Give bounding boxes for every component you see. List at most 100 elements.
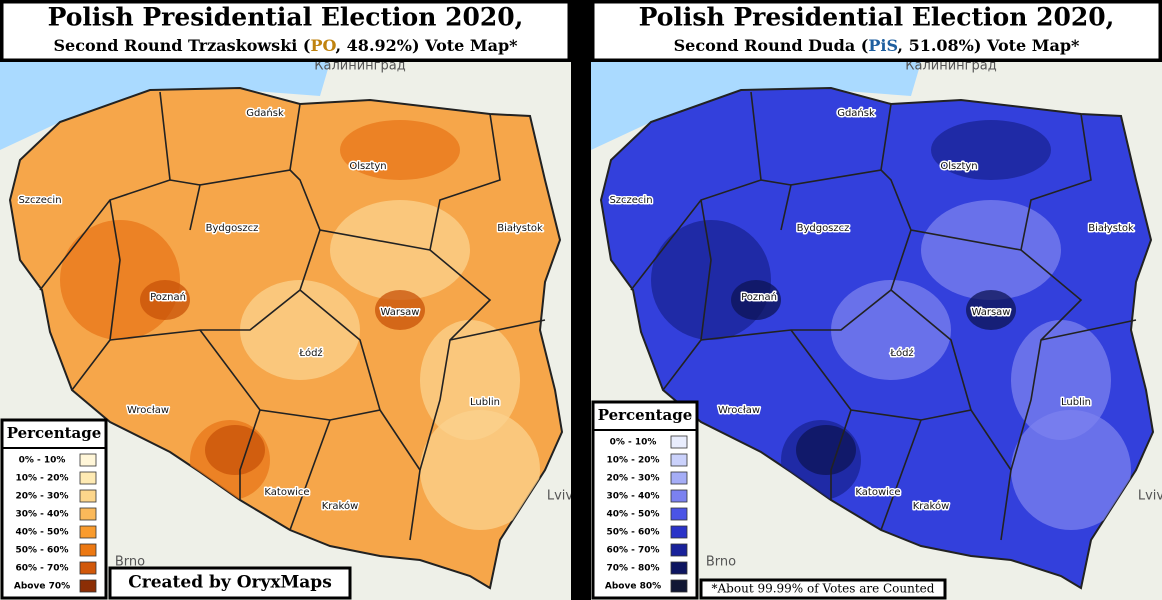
legend-label: 10% - 20%	[15, 474, 68, 484]
region-shade	[931, 120, 1051, 180]
legend-label: Above 70%	[14, 582, 70, 592]
voivodeship-border	[880, 419, 922, 531]
legend-title: Percentage	[598, 406, 693, 424]
region-shade	[340, 120, 460, 180]
legend-label: 0% - 10%	[19, 456, 66, 466]
voivodeship-border	[1040, 319, 1137, 341]
voivodeship-border	[71, 199, 121, 391]
subtitle-before: Second Round Trzaskowski (	[53, 36, 310, 55]
region-shade	[1011, 320, 1111, 440]
legend-swatch	[670, 579, 688, 593]
voivodeship-border	[790, 289, 973, 421]
city-label: Katowice	[855, 487, 900, 498]
legend-label: Above 80%	[605, 582, 661, 592]
city-label: Kraków	[913, 500, 950, 512]
voivodeship-border	[169, 179, 201, 186]
legend-label: 20% - 30%	[606, 474, 659, 484]
region-shade	[731, 280, 781, 320]
sea	[591, 62, 921, 150]
city-label: Poznań	[150, 291, 186, 303]
city-label: Lublin	[1061, 397, 1091, 408]
background-label: Brno	[706, 555, 736, 570]
city-label: Poznań	[741, 291, 777, 303]
city-label: Lublin	[470, 397, 500, 408]
voivodeship-border	[199, 289, 382, 421]
subtitle: Second Round Trzaskowski (PO, 48.92%) Vo…	[53, 36, 518, 55]
region-shade	[420, 410, 540, 530]
legend-swatch	[79, 453, 97, 467]
voivodeship-border	[700, 229, 912, 341]
region-shade	[240, 280, 360, 380]
legend-swatch	[670, 543, 688, 557]
map: КалининградOstravaBrnoLvivGdańskOlsztynS…	[0, 59, 571, 600]
shades	[60, 120, 540, 530]
region-shade	[966, 290, 1016, 330]
legend-swatch	[79, 507, 97, 521]
voivodeship-border	[662, 199, 712, 391]
region-shade	[921, 200, 1061, 300]
background-label: Brno	[115, 555, 145, 570]
voivodeship-border	[189, 103, 301, 231]
legend-swatch	[670, 471, 688, 485]
voivodeship-border	[760, 179, 792, 186]
city-label: Wrocław	[127, 405, 169, 416]
subtitle-after: , 51.08%) Vote Map*	[897, 36, 1080, 55]
legend-label: 40% - 50%	[15, 528, 68, 538]
voivodeship-border	[630, 91, 762, 291]
voivodeship-border	[239, 409, 261, 500]
city-label: Szczecin	[609, 195, 652, 206]
voivodeship-border	[109, 229, 321, 341]
city-label: Białystok	[497, 223, 543, 234]
credit: *About 99.99% of Votes are Counted	[712, 582, 935, 596]
region-shade	[140, 280, 190, 320]
legend-label: 60% - 70%	[15, 564, 68, 574]
city-label: Kraków	[322, 500, 359, 512]
credit-box	[699, 578, 947, 600]
city-label: Białystok	[1088, 223, 1134, 234]
background-label: Калининград	[905, 59, 996, 74]
region-shade	[796, 425, 856, 475]
background-label: Калининград	[314, 59, 405, 74]
legend-label: 70% - 80%	[606, 564, 659, 574]
legend-swatch	[670, 525, 688, 539]
city-label: Łódź	[298, 347, 322, 359]
legend-swatch	[79, 561, 97, 575]
legend-swatch	[670, 453, 688, 467]
city-label: Warsaw	[380, 307, 419, 318]
legend-label: 50% - 60%	[606, 528, 659, 538]
subtitle-before: Second Round Duda (	[674, 36, 869, 55]
panel: КалининградOstravaBrnoLvivGdańskOlsztynS…	[591, 0, 1162, 600]
city-label: Katowice	[264, 487, 309, 498]
legend-label: 60% - 70%	[606, 546, 659, 556]
legend-label: 50% - 60%	[15, 546, 68, 556]
title-box	[591, 0, 1162, 62]
sea	[0, 62, 330, 150]
city-label: Wrocław	[718, 405, 760, 416]
legend-label: 40% - 50%	[606, 510, 659, 520]
city-label: Szczecin	[18, 195, 61, 206]
legend-swatch	[670, 489, 688, 503]
region-shade	[330, 200, 470, 300]
voivodeship-border	[970, 409, 1012, 541]
voivodeship-border	[449, 319, 546, 341]
region-shade	[1011, 410, 1131, 530]
legend-swatch	[670, 435, 688, 449]
voivodeship-border	[780, 103, 892, 231]
legend-swatch	[79, 489, 97, 503]
credit: Created by OryxMaps	[128, 573, 332, 593]
subtitle-after: , 48.92%) Vote Map*	[336, 36, 519, 55]
shades	[651, 120, 1131, 530]
title-box	[0, 0, 571, 62]
background-label: Lviv	[1138, 489, 1162, 504]
city-label: Gdańsk	[246, 107, 284, 119]
city-label: Gdańsk	[837, 107, 875, 119]
city-label: Bydgoszcz	[797, 223, 850, 234]
legend-label: 10% - 20%	[606, 456, 659, 466]
subtitle-party: PiS	[868, 36, 897, 55]
city-label: Warsaw	[971, 307, 1010, 318]
legend-title: Percentage	[7, 424, 102, 442]
legend-swatch	[79, 543, 97, 557]
region-shade	[60, 220, 180, 340]
city-label: Olsztyn	[349, 161, 386, 172]
